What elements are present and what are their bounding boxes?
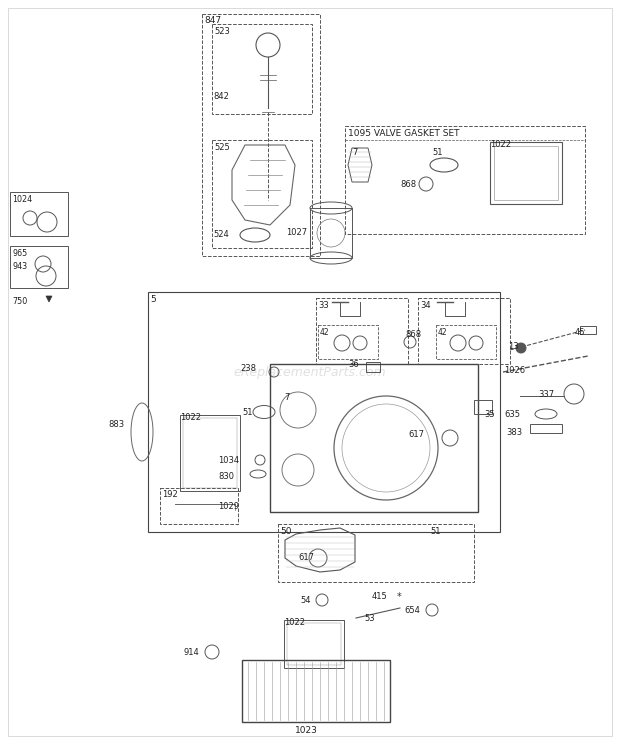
Bar	[436, 325, 496, 359]
Text: 1027: 1027	[286, 228, 307, 237]
Text: 635: 635	[504, 410, 520, 419]
Text: 36: 36	[348, 360, 359, 369]
Bar	[212, 140, 312, 248]
Text: 383: 383	[506, 428, 522, 437]
Text: 42: 42	[320, 328, 330, 337]
Bar	[212, 24, 312, 114]
Text: 1022: 1022	[180, 413, 201, 422]
Text: 965: 965	[12, 249, 27, 258]
Text: 42: 42	[438, 328, 448, 337]
Bar	[278, 524, 474, 582]
Text: 51: 51	[242, 408, 252, 417]
Text: 883: 883	[108, 420, 124, 429]
Text: 35: 35	[484, 410, 495, 419]
Text: 51: 51	[430, 527, 440, 536]
Bar	[183, 418, 237, 488]
Bar	[270, 364, 478, 512]
Bar	[287, 623, 341, 665]
Bar	[345, 126, 585, 234]
Text: 33: 33	[318, 301, 329, 310]
Bar	[10, 246, 68, 288]
Text: 523: 523	[214, 27, 230, 36]
Text: 1095 VALVE GASKET SET: 1095 VALVE GASKET SET	[348, 129, 459, 138]
Text: 53: 53	[364, 614, 374, 623]
Text: 1023: 1023	[295, 726, 318, 735]
Text: 1034: 1034	[218, 456, 239, 465]
Bar	[318, 325, 378, 359]
Bar	[316, 298, 408, 364]
Text: 7: 7	[352, 148, 357, 157]
Bar	[160, 488, 238, 524]
Text: 914: 914	[184, 648, 200, 657]
Text: 617: 617	[298, 553, 314, 562]
Text: 1022: 1022	[490, 140, 511, 149]
Bar	[180, 415, 240, 491]
Text: 337: 337	[538, 390, 554, 399]
Text: 1026: 1026	[504, 366, 525, 375]
Text: 868: 868	[400, 180, 416, 189]
Bar	[366, 362, 380, 372]
Text: 7: 7	[284, 393, 290, 402]
Bar	[530, 424, 562, 433]
Text: 51: 51	[432, 148, 443, 157]
Polygon shape	[46, 296, 52, 302]
Text: 50: 50	[280, 527, 291, 536]
Text: 45: 45	[575, 328, 585, 337]
Text: 830: 830	[218, 472, 234, 481]
Bar	[284, 620, 344, 668]
Text: *: *	[397, 592, 402, 602]
Bar	[202, 14, 320, 256]
Bar	[580, 326, 596, 334]
Text: 750: 750	[12, 297, 27, 306]
Text: 238: 238	[240, 364, 256, 373]
Bar	[242, 660, 390, 722]
Text: 5: 5	[150, 295, 156, 304]
Text: 842: 842	[213, 92, 229, 101]
Text: 192: 192	[162, 490, 178, 499]
Text: 847: 847	[204, 16, 221, 25]
Text: 13: 13	[508, 342, 518, 351]
Text: eReplacementParts.com: eReplacementParts.com	[234, 365, 386, 379]
Circle shape	[516, 343, 526, 353]
Text: 1022: 1022	[284, 618, 305, 627]
Text: 1024: 1024	[12, 195, 32, 204]
Text: 415: 415	[372, 592, 388, 601]
Text: 868: 868	[405, 330, 421, 339]
Bar	[148, 292, 500, 532]
Text: 524: 524	[213, 230, 229, 239]
Text: 525: 525	[214, 143, 230, 152]
Text: 34: 34	[420, 301, 431, 310]
Text: 1029: 1029	[218, 502, 239, 511]
Bar	[310, 208, 352, 258]
Text: 617: 617	[408, 430, 424, 439]
Bar	[418, 298, 510, 364]
Bar	[490, 142, 562, 204]
Text: 654: 654	[404, 606, 420, 615]
Bar	[494, 146, 558, 200]
Bar	[10, 192, 68, 236]
Text: 943: 943	[12, 262, 27, 271]
Text: 54: 54	[300, 596, 311, 605]
Bar	[474, 400, 492, 414]
